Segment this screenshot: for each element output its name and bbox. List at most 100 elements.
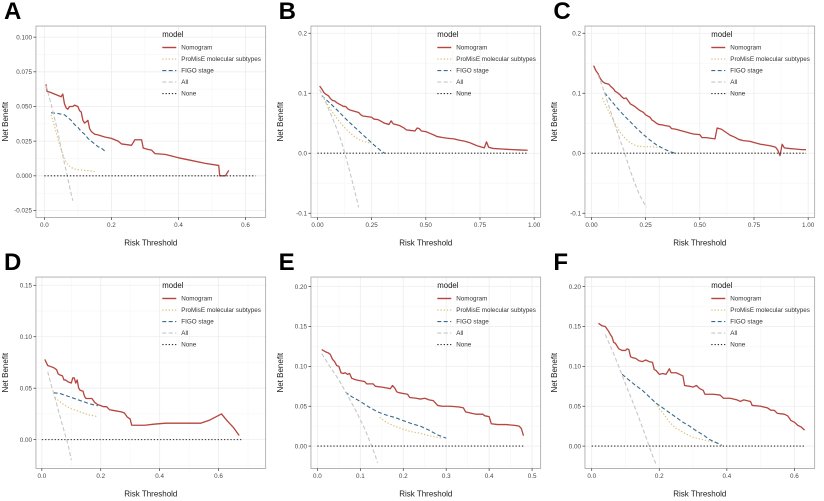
legend-entry-label: All (456, 330, 463, 337)
legend-entry-label: ProMisE molecular subtypes (731, 307, 811, 314)
legend-entry-label: Nomogram (181, 295, 212, 302)
legend-entry-label: Nomogram (731, 45, 762, 52)
x-tick-label: 0.4 (723, 472, 732, 479)
legend-entry-label: None (181, 91, 197, 98)
y-tick-label: 0.2 (573, 30, 582, 37)
axes: 0.0 0.2 0.4 0.6 0.00 0.05 0.10 0.15 0.20 Risk Thr… (550, 283, 799, 498)
y-tick-label: 0.00 (294, 443, 307, 450)
legend-title: model (712, 281, 733, 290)
y-tick-label: 0.20 (569, 283, 582, 290)
plot-background (310, 276, 541, 468)
series-nomogram-line (598, 322, 806, 431)
y-axis-title: Net Benefit (276, 352, 285, 392)
x-tick-label: 0.50 (419, 222, 432, 229)
series-lines (41, 358, 243, 460)
y-tick-label: 0.05 (294, 403, 307, 410)
legend-entry-label: Nomogram (456, 295, 487, 302)
series-nomogram-line (593, 65, 807, 157)
x-tick-label: 0.5 (527, 472, 536, 479)
legend-entry-label: None (731, 341, 747, 348)
x-tick-label: 0.75 (474, 222, 487, 229)
legend: model Nomogram ProMisE molecular subtypes F… (436, 281, 536, 348)
series-figo-stage-line (344, 390, 447, 439)
series-nomogram-line (318, 85, 528, 151)
panel-c-chart: 0.00 0.25 0.50 0.75 1.00 -0.1 0.0 0.1 0.2 Risk Th… (550, 25, 816, 247)
legend-title: model (712, 30, 733, 39)
legend: model Nomogram ProMisE molecular subtypes F… (436, 30, 536, 98)
panel-f-chart: 0.0 0.2 0.4 0.6 0.00 0.05 0.10 0.15 0.20 Risk Thr… (550, 276, 816, 498)
legend-entry-label: All (181, 330, 188, 337)
panel-b: B 0.00 0.25 0.50 0.75 1.00 -0.1 0.0 0.1 0.2 Risk … (274, 0, 550, 251)
y-axis-title: Net Benefit (550, 101, 559, 141)
x-tick-label: 0.0 (40, 222, 49, 229)
x-tick-label: 0.0 (588, 472, 597, 479)
y-tick-label: -0.1 (570, 210, 581, 217)
series-lines (591, 65, 807, 208)
legend-entry-label: All (731, 79, 738, 86)
series-promise-molecular-subtypes-line (602, 97, 662, 148)
legend: model Nomogram ProMisE molecular subtypes F… (162, 281, 261, 348)
panel-b-letter: B (278, 0, 296, 25)
x-tick-label: 0.2 (399, 472, 408, 479)
x-tick-label: 0.25 (640, 222, 653, 229)
x-axis-title: Risk Threshold (674, 489, 727, 498)
panel-d-chart: 0.0 0.2 0.4 0.6 0.00 0.05 0.10 0.15 Risk Thresho… (1, 276, 267, 498)
y-tick-label: 0.1 (298, 90, 307, 97)
panel-f-letter: F (553, 248, 568, 276)
series-figo-stage-line (50, 112, 106, 152)
panel-a: A 0.0 0.2 0.4 0.6 -0.025 0.000 0.025 0.050 0.075… (0, 0, 275, 251)
x-axis-title: Risk Threshold (124, 238, 177, 247)
y-tick-label: 0.15 (569, 323, 582, 330)
y-tick-label: 0.00 (569, 443, 582, 450)
legend-entry-label: All (456, 79, 463, 86)
panel-d-letter: D (4, 248, 22, 276)
plot-background (35, 276, 266, 468)
legend-entry-label: ProMisE molecular subtypes (731, 56, 811, 63)
y-tick-label: -0.1 (296, 210, 307, 217)
y-tick-label: 0.0 (298, 150, 307, 157)
series-figo-stage-line (53, 391, 98, 406)
gridlines (585, 26, 815, 218)
x-tick-label: 0.00 (311, 222, 324, 229)
y-tick-label: 0.10 (569, 363, 582, 370)
x-axis-title: Risk Threshold (399, 489, 452, 498)
axes: 0.0 0.2 0.4 0.6 -0.025 0.000 0.025 0.050 0.075 0.… (1, 34, 250, 247)
y-tick-label: 0.05 (20, 385, 33, 392)
legend-entry-label: FIGO stage (181, 318, 214, 325)
legend-entry-label: FIGO stage (456, 318, 489, 325)
legend-title: model (437, 30, 458, 39)
series-promise-molecular-subtypes-line (50, 114, 95, 173)
panel-border (35, 276, 267, 469)
y-tick-label: 0.050 (16, 104, 32, 111)
x-tick-label: 0.2 (107, 222, 116, 229)
panel-d: D 0.0 0.2 0.4 0.6 0.00 0.05 0.10 0.15 Risk Thres… (0, 248, 275, 501)
panel-a-letter: A (4, 0, 22, 25)
axes: 0.0 0.2 0.4 0.6 0.00 0.05 0.10 0.15 Risk Thresho… (1, 282, 223, 498)
legend-title: model (437, 281, 458, 290)
x-tick-label: 0.2 (655, 472, 664, 479)
legend-entry-label: FIGO stage (181, 68, 214, 75)
legend-entry-label: ProMisE molecular subtypes (181, 307, 261, 314)
y-axis-title: Net Benefit (550, 352, 559, 392)
y-tick-label: -0.025 (14, 208, 32, 215)
plot-background (585, 276, 815, 468)
panel-e-chart: 0.0 0.1 0.2 0.3 0.4 0.5 0.00 0.05 0.10 0.15 0.20 Ri… (276, 276, 541, 498)
series-promise-molecular-subtypes-line (54, 396, 98, 418)
legend-entry-label: ProMisE molecular subtypes (181, 56, 261, 63)
axes: 0.00 0.25 0.50 0.75 1.00 -0.1 0.0 0.1 0.2 Risk Th… (276, 30, 541, 247)
series-all-line (47, 371, 72, 460)
legend: model Nomogram ProMisE molecular subtypes F… (711, 30, 811, 98)
series-nomogram-line (44, 358, 240, 436)
y-tick-label: 0.0 (573, 150, 582, 157)
x-tick-label: 0.2 (96, 472, 105, 479)
legend-entry-label: None (731, 91, 747, 98)
x-tick-label: 0.6 (214, 472, 223, 479)
x-tick-label: 0.0 (313, 472, 322, 479)
legend-entry-label: Nomogram (456, 45, 487, 52)
legend: model Nomogram ProMisE molecular subtypes F… (711, 281, 811, 348)
legend-entry-label: None (181, 341, 197, 348)
x-axis-title: Risk Threshold (124, 489, 177, 498)
panel-border (35, 25, 267, 218)
panel-a-chart: 0.0 0.2 0.4 0.6 -0.025 0.000 0.025 0.050 0.075 0.… (1, 25, 267, 247)
x-tick-label: 0.25 (365, 222, 378, 229)
